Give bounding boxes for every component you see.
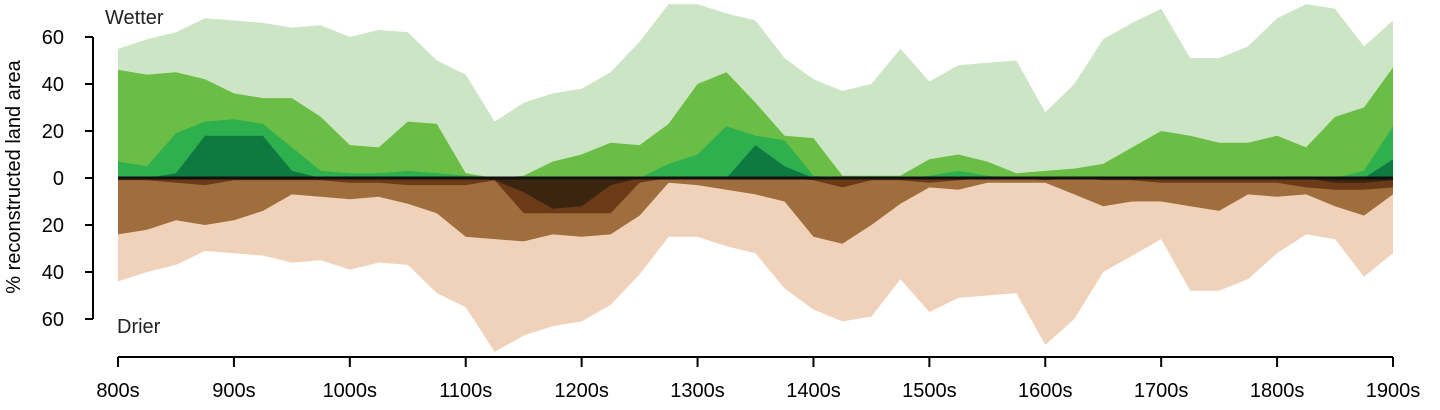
drier-area-layer-7 <box>118 178 1393 214</box>
x-tick-label: 1000s <box>323 380 378 402</box>
y-tick-label: 40 <box>42 262 64 284</box>
x-tick-label: 800s <box>96 380 139 402</box>
y-axis-title: % reconstructed land area <box>3 59 25 293</box>
y-tick-label: 0 <box>53 168 64 190</box>
y-tick-label: 60 <box>42 309 64 331</box>
x-axis: 800s 900s 1000s 1100s 1200s 1300s 1400s 1500s 16… <box>96 356 1421 402</box>
x-tick-label: 1900s <box>1366 380 1421 402</box>
x-tick-label: 900s <box>212 380 255 402</box>
x-tick-label: 1600s <box>1018 380 1073 402</box>
x-tick-label: 1400s <box>786 380 841 402</box>
x-tick-label: 1700s <box>1134 380 1189 402</box>
x-tick-label: 1500s <box>902 380 957 402</box>
x-tick-label: 1800s <box>1250 380 1305 402</box>
drier-annotation: Drier <box>117 316 161 338</box>
drier-area-layer-5 <box>118 178 1393 352</box>
x-tick-label: 1200s <box>554 380 609 402</box>
x-tick-label: 1300s <box>670 380 725 402</box>
area-layers <box>118 4 1393 352</box>
wetter-annotation: Wetter <box>105 7 164 29</box>
y-tick-label: 20 <box>42 121 64 143</box>
y-tick-label: 20 <box>42 215 64 237</box>
drier-area-layer-6 <box>118 178 1393 244</box>
y-axis: 60 40 20 0 20 40 60 <box>42 27 94 331</box>
x-tick-label: 1100s <box>439 380 492 402</box>
wetter-area-layer-2 <box>118 67 1393 178</box>
wetter-area-layer-4 <box>118 135 1393 178</box>
y-tick-label: 40 <box>42 74 64 96</box>
y-tick-label: 60 <box>42 27 64 49</box>
